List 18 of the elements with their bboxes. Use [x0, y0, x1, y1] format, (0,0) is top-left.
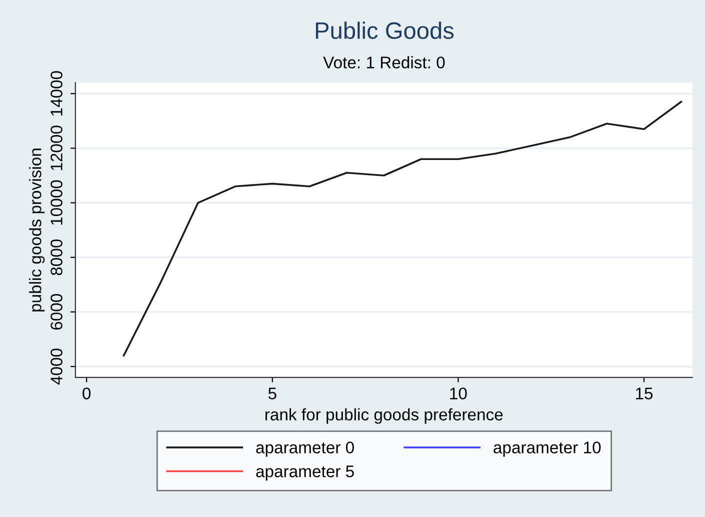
x-tick-label: 5	[268, 388, 276, 400]
chart-subtitle: Vote: 1 Redist: 0	[323, 56, 445, 68]
x-tick-label: 10	[450, 388, 467, 400]
legend-label: aparameter 10	[494, 442, 601, 457]
y-tick-label: 6000	[50, 294, 62, 330]
x-tick-label: 15	[636, 388, 653, 400]
chart-title: Public Goods	[316, 22, 454, 40]
legend-label: aparameter 0	[256, 442, 354, 457]
legend-label: aparameter 5	[256, 466, 354, 481]
y-tick-label: 14000	[50, 71, 62, 116]
line-series	[122, 100, 682, 356]
y-tick-label: 12000	[50, 126, 62, 170]
x-tick-label: 0	[82, 388, 91, 400]
y-tick-label: 10000	[50, 180, 62, 225]
x-axis-title: rank for public goods preference	[265, 408, 503, 424]
y-axis-title: public goods provision	[29, 148, 45, 312]
y-tick-label: 4000	[50, 348, 62, 385]
y-tick-label: 8000	[50, 239, 62, 276]
